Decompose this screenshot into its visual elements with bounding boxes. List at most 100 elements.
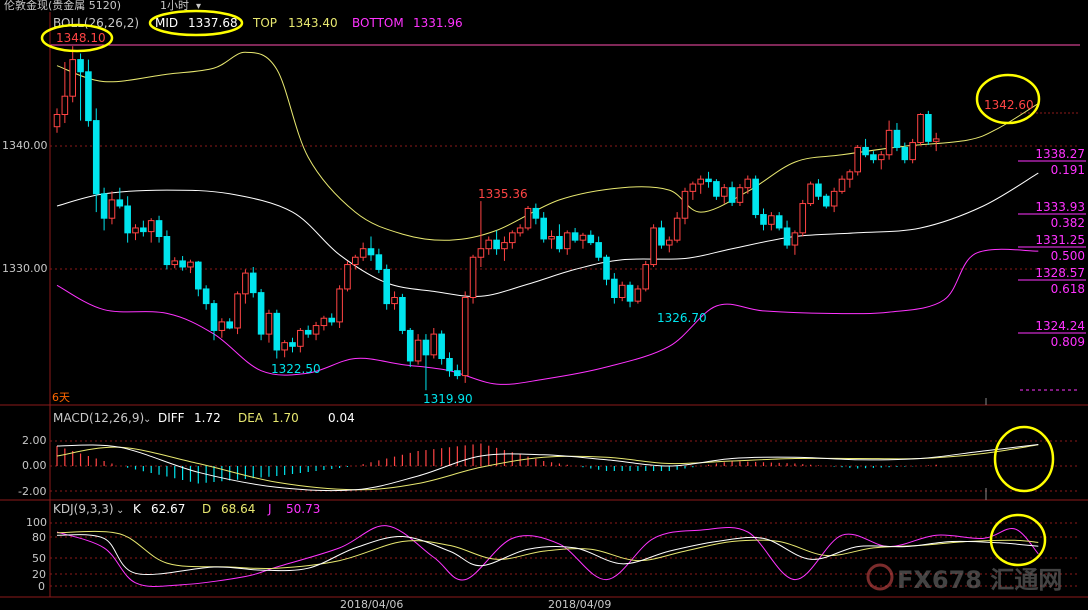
candle-body — [870, 154, 877, 161]
annotation-1326: 1326.70 — [657, 311, 707, 325]
candle-body — [461, 297, 469, 377]
boll-top-value: 1343.40 — [288, 16, 338, 30]
candle-body — [862, 146, 869, 156]
fib-levels: 1338.27 0.191 1333.93 0.382 1331.25 0.500 1328… — [1018, 147, 1086, 349]
kdj-tick-80: 80 — [32, 531, 46, 544]
kdj-tick-20: 20 — [32, 568, 46, 581]
macd-label: MACD(12,26,9) — [53, 411, 144, 425]
boll-bottom-label: BOTTOM — [352, 16, 404, 30]
candle-body — [925, 114, 932, 142]
candle-body — [681, 190, 689, 219]
kdj-j-label: J — [267, 502, 272, 516]
candle-body — [611, 278, 618, 299]
candle-body — [603, 256, 610, 280]
macd-header: MACD(12,26,9) ⌄ DIFF 1.72 DEA 1.70 0.04 — [53, 411, 355, 425]
candle-body — [516, 227, 524, 234]
candle-body — [493, 239, 500, 250]
macd-chevron-icon[interactable]: ⌄ — [143, 414, 151, 425]
candle-body — [548, 236, 555, 240]
kdj-k-label: K — [133, 502, 142, 516]
boll-bottom-value: 1331.96 — [413, 16, 463, 30]
candle-body — [359, 248, 367, 258]
macd-axis: 2.00 0.00 -2.00 — [18, 434, 47, 498]
annotation-1335: 1335.36 — [478, 187, 528, 201]
boll-header: BOLL(26,26,2) MID 1337.68 TOP 1343.40 BO… — [53, 9, 463, 37]
candle-body — [257, 292, 265, 335]
candle-body — [179, 260, 186, 268]
candle-body — [477, 248, 485, 258]
candle-body — [171, 260, 179, 266]
candle-body — [501, 242, 508, 250]
candle-body — [697, 178, 705, 185]
high-highlight-circle — [40, 23, 114, 53]
candle-body — [202, 288, 210, 305]
candle-body — [587, 234, 595, 244]
candle-body — [297, 329, 304, 347]
candle-body — [304, 329, 312, 335]
kdj-d-label: D — [202, 502, 211, 516]
candle-body — [909, 142, 916, 161]
span-label: 6天 — [52, 391, 70, 404]
boll-mid-value: 1337.68 — [188, 16, 238, 30]
candle-body — [807, 183, 814, 205]
candle-body — [406, 329, 414, 362]
candle-body — [140, 227, 147, 233]
title-bar: 伦敦金现(贵金属 5120) 1小时 ▾ — [4, 0, 201, 12]
macd-diff-line — [56, 444, 1039, 492]
candle-body — [736, 187, 744, 203]
candle-body — [61, 95, 69, 115]
kdj-chevron-icon[interactable]: ⌄ — [116, 505, 124, 516]
kdj-tick-50: 50 — [32, 552, 46, 565]
candle-body — [791, 232, 799, 246]
candle-body — [242, 272, 249, 295]
candle-body — [391, 297, 398, 305]
candle-body — [454, 370, 461, 377]
date-label-0406: 2018/04/06 — [340, 598, 403, 610]
candle-body — [689, 183, 697, 192]
macd-panel — [56, 443, 1039, 492]
candle-body — [69, 59, 77, 97]
mid-highlight-circle — [148, 9, 244, 37]
candle-body — [430, 333, 438, 356]
kdj-panel — [56, 525, 1039, 587]
candle-body — [77, 59, 84, 73]
candle-body — [783, 227, 791, 246]
period-selector[interactable]: 1小时 — [160, 0, 189, 12]
candle-body — [273, 312, 281, 351]
candle-body — [320, 317, 328, 327]
candle-body — [658, 227, 665, 246]
candle-body — [720, 187, 728, 197]
candle-body — [218, 321, 226, 331]
chevron-down-icon[interactable]: ▾ — [196, 1, 201, 12]
macd-highlight-circle — [993, 425, 1055, 493]
candle-body — [116, 199, 124, 207]
candle-body — [799, 203, 807, 234]
candle-body — [147, 220, 155, 233]
kdj-j-line — [56, 525, 1039, 587]
fib-price: 1338.27 — [1035, 147, 1085, 161]
price-panel-frame — [0, 12, 1088, 598]
watermark-logo-icon — [866, 563, 894, 591]
candle-body — [830, 190, 838, 207]
candle-body — [210, 303, 218, 331]
macd-dea-line — [56, 444, 1039, 491]
candle-body — [352, 256, 359, 266]
window-title: 伦敦金现(贵金属 5120) — [4, 0, 121, 12]
candle-body — [187, 261, 194, 268]
candle-body — [265, 312, 273, 335]
price-axis: 1340.00 1330.00 — [2, 139, 48, 275]
macd-diff-value: 1.72 — [194, 411, 221, 425]
candle-body — [846, 171, 854, 180]
kdj-tick-0: 0 — [38, 580, 45, 593]
candle-body — [92, 120, 100, 195]
candle-body — [775, 215, 783, 229]
kdj-axis: 100 80 50 20 0 — [26, 516, 47, 593]
candle-body — [375, 254, 383, 270]
candle-body — [414, 339, 422, 362]
candle-body — [854, 146, 862, 173]
boll-label: BOLL(26,26,2) — [53, 16, 139, 30]
candle-body — [893, 129, 901, 148]
candle-body — [838, 178, 846, 192]
fib-ratio: 0.500 — [1051, 249, 1085, 263]
